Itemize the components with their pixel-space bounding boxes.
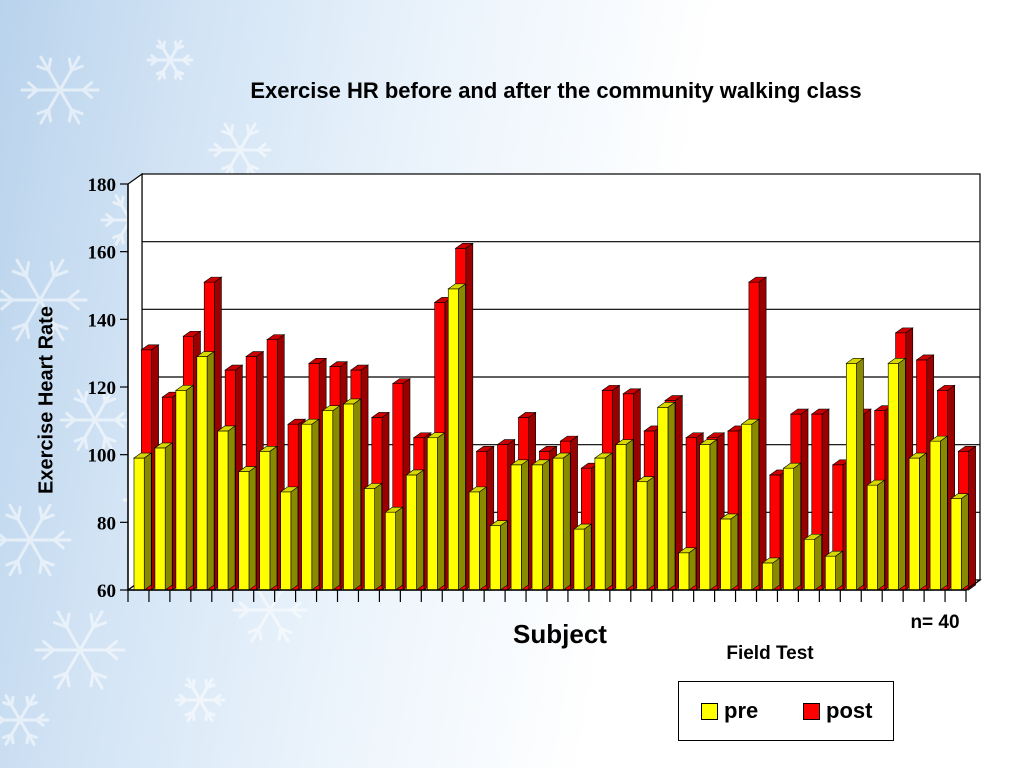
y-tick-label-100: 100: [88, 446, 117, 467]
bar-pre-26: [656, 401, 676, 591]
chart-subtitle: Field Test: [726, 643, 814, 664]
floor-right-edge: [965, 579, 981, 591]
legend-item-pre: pre: [701, 682, 758, 740]
bar-pre-22: [573, 523, 593, 591]
bar-pre-14: [405, 469, 425, 591]
y-tick-label-120: 120: [88, 378, 117, 399]
bar-pre-10: [321, 405, 341, 591]
legend: pre post: [678, 681, 894, 741]
bar-pre-20: [531, 459, 551, 591]
y-tick-label-140: 140: [88, 310, 117, 331]
bar-pre-21: [552, 452, 572, 591]
bar-pre-34: [824, 550, 844, 591]
y-tick-label-180: 180: [88, 175, 117, 196]
bar-pre-24: [614, 438, 635, 591]
bar-pre-11: [342, 398, 362, 591]
sample-size-note: n= 40: [910, 612, 960, 633]
bar-pre-40: [950, 493, 970, 591]
snowflake-11: [0, 694, 50, 746]
bar-pre-33: [803, 533, 823, 591]
bar-pre-32: [782, 462, 802, 591]
bar-pre-8: [279, 486, 299, 591]
legend-item-post: post: [803, 682, 872, 740]
bar-pre-27: [677, 547, 697, 591]
snowflake-8: [34, 610, 126, 690]
legend-label-pre: pre: [724, 698, 759, 723]
legend-swatch-post: [803, 702, 820, 720]
bar-pre-12: [363, 482, 383, 591]
bar-pre-29: [719, 513, 739, 591]
y-tick-label-160: 160: [88, 243, 117, 264]
bar-pre-3: [174, 384, 195, 591]
bar-pre-39: [929, 435, 949, 591]
snowflake-9: [174, 677, 226, 723]
x-axis-label: Subject: [513, 619, 607, 649]
bar-pre-1: [133, 452, 153, 591]
bar-pre-23: [593, 452, 614, 591]
bar-pre-2: [154, 442, 174, 591]
bar-pre-31: [761, 557, 781, 591]
bar-pre-17: [468, 486, 488, 591]
bar-pre-15: [426, 432, 446, 591]
bar-pre-13: [384, 506, 404, 591]
snowflake-5: [59, 389, 131, 451]
snowflake-1: [20, 55, 100, 125]
bar-pre-25: [635, 476, 655, 591]
legend-label-post: post: [826, 698, 873, 723]
bar-pre-4: [195, 350, 216, 591]
bar-pre-18: [489, 520, 509, 591]
bar-pre-30: [740, 418, 760, 591]
bar-pre-36: [866, 479, 886, 591]
bar-pre-37: [887, 357, 907, 591]
bar-pre-16: [447, 283, 467, 591]
bar-pre-35: [845, 357, 865, 591]
bar-pre-28: [698, 438, 718, 591]
bar-pre-19: [510, 459, 530, 591]
y-tick-label-80: 80: [97, 513, 116, 534]
y-tick-label-60: 60: [97, 581, 116, 602]
bar-pre-9: [300, 418, 320, 591]
chart-title: Exercise HR before and after the communi…: [250, 78, 862, 103]
snowflake-6: [0, 503, 72, 577]
legend-swatch-pre: [701, 702, 718, 720]
snowflake-3: [0, 258, 88, 342]
bar-pre-7: [258, 445, 278, 591]
bar-pre-38: [908, 452, 928, 591]
snowflake-4: [146, 39, 194, 81]
bar-pre-5: [216, 425, 236, 591]
snowflake-10: [208, 122, 272, 178]
bar-pre-6: [237, 466, 257, 591]
